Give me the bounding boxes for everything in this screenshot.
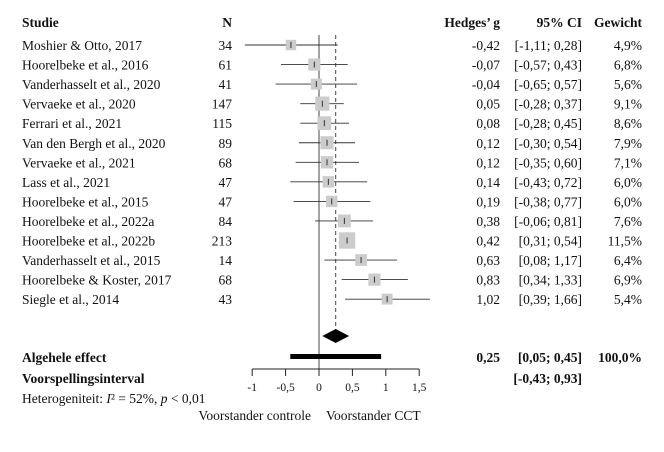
study-weight: 5,6% bbox=[614, 77, 642, 92]
study-n: 43 bbox=[219, 292, 233, 307]
study-n: 34 bbox=[219, 38, 233, 53]
study-weight: 6,4% bbox=[614, 253, 642, 268]
study-name: Vervaeke et al., 2020 bbox=[22, 97, 136, 112]
study-n: 213 bbox=[212, 234, 233, 249]
study-ci: [-0,30; 0,54] bbox=[514, 136, 582, 151]
study-ci: [-0,43; 0,72] bbox=[514, 175, 582, 190]
study-name: Ferrari et al., 2021 bbox=[22, 116, 122, 131]
study-ci: [-0,28; 0,37] bbox=[514, 97, 582, 112]
x-tick-label: 0 bbox=[316, 382, 322, 394]
study-weight: 11,5% bbox=[608, 234, 642, 249]
study-hedges-g: 0,05 bbox=[476, 97, 500, 112]
study-hedges-g: 0,12 bbox=[476, 155, 500, 170]
study-hedges-g: 0,12 bbox=[476, 136, 500, 151]
heterogeneity-part: p bbox=[160, 391, 168, 406]
study-weight: 7,1% bbox=[614, 155, 642, 170]
study-weight: 6,9% bbox=[614, 273, 642, 288]
x-tick-label: 1 bbox=[383, 382, 389, 394]
header-weight: Gewicht bbox=[594, 15, 642, 30]
study-ci: [-0,28; 0,45] bbox=[514, 116, 582, 131]
study-name: Moshier & Otto, 2017 bbox=[22, 38, 142, 53]
study-n: 41 bbox=[219, 77, 233, 92]
prediction-interval-bar bbox=[290, 354, 382, 359]
study-name: Siegle et al., 2014 bbox=[22, 292, 119, 307]
study-hedges-g: 0,63 bbox=[476, 253, 500, 268]
study-weight: 7,6% bbox=[614, 214, 642, 229]
xlabel-favours-cct: Voorstander CCT bbox=[326, 408, 421, 423]
study-name: Hoorelbeke et al., 2022b bbox=[22, 234, 155, 249]
x-tick-label: -1 bbox=[247, 382, 257, 394]
study-n: 89 bbox=[219, 136, 233, 151]
study-hedges-g: 1,02 bbox=[476, 292, 500, 307]
study-ci: [-0,06; 0,81] bbox=[514, 214, 582, 229]
overall-label: Algehele effect bbox=[22, 350, 107, 365]
prediction-ci: [-0,43; 0,93] bbox=[513, 371, 582, 386]
study-hedges-g: 0,42 bbox=[476, 234, 500, 249]
xlabel-favours-control: Voorstander controle bbox=[198, 408, 311, 423]
study-ci: [0,31; 0,54] bbox=[519, 234, 582, 249]
study-weight: 7,9% bbox=[614, 136, 642, 151]
x-tick-label: 0,5 bbox=[345, 382, 360, 394]
header-n: N bbox=[222, 15, 232, 30]
study-name: Vervaeke et al., 2021 bbox=[22, 155, 136, 170]
study-hedges-g: 0,14 bbox=[476, 175, 500, 190]
study-hedges-g: 0,08 bbox=[476, 116, 500, 131]
study-n: 115 bbox=[212, 116, 232, 131]
study-weight: 5,4% bbox=[614, 292, 642, 307]
study-name: Hoorelbeke et al., 2016 bbox=[22, 58, 149, 73]
heterogeneity-part: < 0,01 bbox=[168, 391, 206, 406]
study-name: Vanderhasselt et al., 2020 bbox=[22, 77, 161, 92]
study-name: Hoorelbeke et al., 2022a bbox=[22, 214, 154, 229]
study-ci: [-0,38; 0,77] bbox=[514, 194, 582, 209]
study-hedges-g: -0,42 bbox=[472, 38, 500, 53]
study-hedges-g: -0,07 bbox=[472, 58, 500, 73]
study-n: 14 bbox=[219, 253, 233, 268]
study-name: Hoorelbeke & Koster, 2017 bbox=[22, 273, 172, 288]
study-ci: [0,34; 1,33] bbox=[519, 273, 582, 288]
study-ci: [-1,11; 0,28] bbox=[515, 38, 582, 53]
header-ci: 95% CI bbox=[537, 15, 582, 30]
study-weight: 6,0% bbox=[614, 194, 642, 209]
overall-weight: 100,0% bbox=[598, 350, 642, 365]
study-name: Vanderhasselt et al., 2015 bbox=[22, 253, 161, 268]
study-hedges-g: -0,04 bbox=[472, 77, 500, 92]
study-hedges-g: 0,19 bbox=[476, 194, 500, 209]
study-n: 61 bbox=[219, 58, 233, 73]
study-ci: [-0,57; 0,43] bbox=[514, 58, 582, 73]
study-ci: [0,39; 1,66] bbox=[519, 292, 582, 307]
overall-hedges-g: 0,25 bbox=[476, 350, 500, 365]
study-name: Hoorelbeke et al., 2015 bbox=[22, 194, 149, 209]
study-n: 84 bbox=[219, 214, 233, 229]
heterogeneity-part: Heterogeniteit: bbox=[22, 391, 106, 406]
study-n: 68 bbox=[219, 155, 233, 170]
x-tick-label: -0,5 bbox=[276, 382, 294, 394]
study-hedges-g: 0,83 bbox=[476, 273, 500, 288]
study-ci: [-0,65; 0,57] bbox=[514, 77, 582, 92]
study-weight: 6,0% bbox=[614, 175, 642, 190]
study-weight: 8,6% bbox=[614, 116, 642, 131]
overall-diamond bbox=[322, 329, 350, 343]
overall-ci: [0,05; 0,45] bbox=[518, 350, 582, 365]
study-n: 47 bbox=[219, 175, 233, 190]
header-study: Studie bbox=[22, 15, 59, 30]
study-ci: [-0,35; 0,60] bbox=[514, 155, 582, 170]
study-name: Van den Bergh et al., 2020 bbox=[22, 136, 166, 151]
study-n: 147 bbox=[212, 97, 233, 112]
study-weight: 4,9% bbox=[614, 38, 642, 53]
study-n: 68 bbox=[219, 273, 233, 288]
prediction-label: Voorspellingsinterval bbox=[22, 371, 145, 386]
study-n: 47 bbox=[219, 194, 233, 209]
study-ci: [0,08; 1,17] bbox=[519, 253, 582, 268]
heterogeneity-text: Heterogeniteit: I² = 52%, p < 0,01 bbox=[22, 391, 206, 406]
study-hedges-g: 0,38 bbox=[476, 214, 500, 229]
x-tick-label: 1,5 bbox=[412, 382, 427, 394]
study-weight: 6,8% bbox=[614, 58, 642, 73]
heterogeneity-part: ² = 52%, bbox=[111, 391, 161, 406]
header-hedges-g: Hedges’ g bbox=[444, 15, 500, 30]
heterogeneity-part: I bbox=[105, 391, 112, 406]
study-name: Lass et al., 2021 bbox=[22, 175, 110, 190]
study-weight: 9,1% bbox=[614, 97, 642, 112]
